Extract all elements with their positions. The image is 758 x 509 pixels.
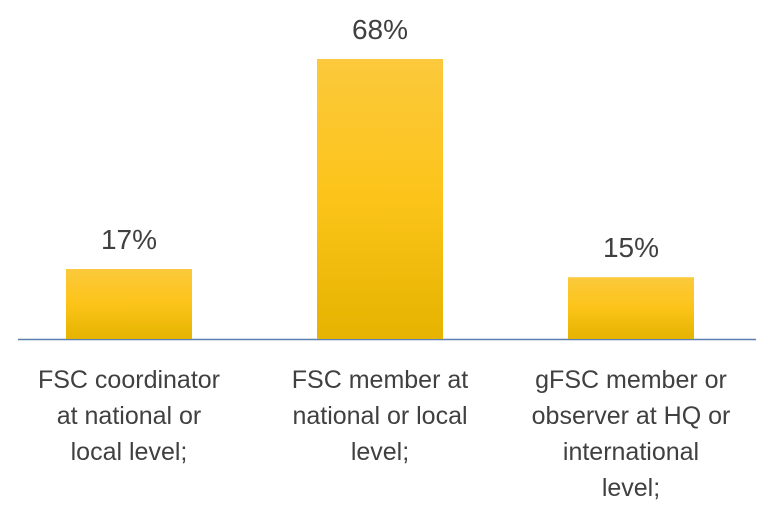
x-tick-label: FSC member at national or local level; — [291, 366, 469, 466]
x-tick-label: gFSC member or observer at HQ or interna… — [531, 366, 731, 502]
bar — [66, 269, 192, 339]
value-label: 17% — [101, 224, 157, 255]
bar — [568, 277, 694, 339]
bar — [317, 59, 443, 339]
value-label: 15% — [603, 232, 659, 263]
value-label: 68% — [352, 14, 408, 45]
x-tick-label: FSC coordinator at national or local lev… — [37, 366, 221, 466]
